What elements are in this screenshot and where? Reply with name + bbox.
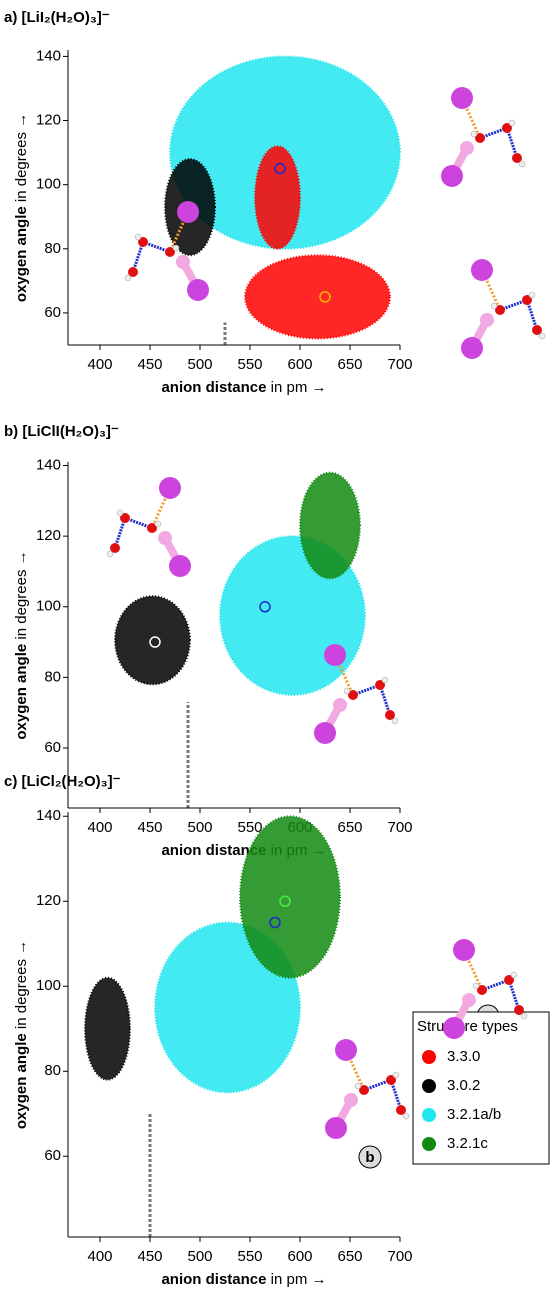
panel-title: b) [LiClI(H₂O)₃]⁻ bbox=[4, 423, 119, 440]
x-tick-label: 450 bbox=[137, 819, 162, 836]
x-tick-label: 500 bbox=[187, 356, 212, 373]
x-axis-label: anion distance in pm → bbox=[161, 379, 326, 396]
y-axis-label: oxygen angle in degrees → bbox=[13, 550, 30, 739]
y-tick-label: 140 bbox=[36, 807, 61, 824]
y-axis-label: oxygen angle in degrees → bbox=[13, 113, 30, 302]
y-tick-label: 60 bbox=[44, 739, 61, 756]
x-tick-label: 550 bbox=[237, 819, 262, 836]
x-tick-label: 500 bbox=[187, 1248, 212, 1265]
x-tick-label: 450 bbox=[137, 1248, 162, 1265]
x-tick-label: 500 bbox=[187, 819, 212, 836]
x-tick-label: 650 bbox=[337, 356, 362, 373]
x-tick-label: 700 bbox=[387, 1248, 412, 1265]
y-axis-label: oxygen angle in degrees → bbox=[13, 940, 30, 1129]
x-tick-label: 650 bbox=[337, 1248, 362, 1265]
y-tick-label: 100 bbox=[36, 598, 61, 615]
y-tick-label: 80 bbox=[44, 1062, 61, 1079]
y-tick-label: 120 bbox=[36, 112, 61, 129]
x-tick-label: 600 bbox=[287, 356, 312, 373]
marker bbox=[279, 895, 291, 907]
y-tick-label: 120 bbox=[36, 527, 61, 544]
x-label-bold: anion distance bbox=[161, 1271, 266, 1288]
marker bbox=[149, 636, 161, 648]
annotation-badge bbox=[358, 1145, 382, 1169]
panel-title: c) [LiCl₂(H₂O)₃]⁻ bbox=[4, 773, 121, 790]
x-tick-label: 650 bbox=[337, 819, 362, 836]
y-label-rest: in degrees → bbox=[13, 940, 30, 1029]
x-tick-label: 550 bbox=[237, 356, 262, 373]
x-label-rest: in pm → bbox=[271, 379, 327, 396]
x-axis-label: anion distance in pm → bbox=[161, 1271, 326, 1288]
x-tick-label: 400 bbox=[87, 356, 112, 373]
x-tick-label: 400 bbox=[87, 819, 112, 836]
x-label-bold: anion distance bbox=[161, 842, 266, 859]
y-label-rest: in degrees → bbox=[13, 113, 30, 202]
annotation: b bbox=[365, 1149, 374, 1166]
legend-label: 3.3.0 bbox=[447, 1048, 480, 1065]
y-tick-label: 80 bbox=[44, 240, 61, 257]
x-tick-label: 400 bbox=[87, 1248, 112, 1265]
x-tick-label: 600 bbox=[287, 1248, 312, 1265]
marker bbox=[259, 601, 271, 613]
y-tick-label: 100 bbox=[36, 176, 61, 193]
marker bbox=[269, 916, 281, 929]
legend-label: 3.2.1c bbox=[447, 1135, 488, 1152]
y-tick-label: 140 bbox=[36, 456, 61, 473]
legend-label: 3.0.2 bbox=[447, 1077, 480, 1094]
point-cloud bbox=[299, 471, 361, 580]
y-label-bold: oxygen angle bbox=[13, 1033, 30, 1129]
legend-swatch bbox=[422, 1137, 436, 1151]
marker bbox=[274, 162, 286, 175]
x-label-rest: in pm → bbox=[271, 1271, 327, 1288]
y-label-bold: oxygen angle bbox=[13, 644, 30, 740]
x-tick-label: 550 bbox=[237, 1248, 262, 1265]
x-label-bold: anion distance bbox=[161, 379, 266, 396]
x-tick-label: 700 bbox=[387, 819, 412, 836]
legend-label: 3.2.1a/b bbox=[447, 1106, 501, 1123]
y-tick-label: 80 bbox=[44, 668, 61, 685]
y-label-bold: oxygen angle bbox=[13, 206, 30, 302]
point-cloud bbox=[239, 815, 341, 979]
legend-swatch bbox=[422, 1079, 436, 1093]
point-cloud bbox=[114, 595, 191, 686]
y-label-rest: in degrees → bbox=[13, 550, 30, 639]
legend-title: Structure types bbox=[417, 1018, 518, 1035]
y-tick-label: 100 bbox=[36, 977, 61, 994]
y-tick-label: 60 bbox=[44, 1147, 61, 1164]
point-cloud bbox=[84, 976, 131, 1081]
marker bbox=[319, 291, 331, 303]
panel-title: a) [LiI₂(H₂O)₃]⁻ bbox=[4, 9, 110, 26]
legend-swatch bbox=[422, 1050, 436, 1064]
x-tick-label: 450 bbox=[137, 356, 162, 373]
legend-swatch bbox=[422, 1108, 436, 1122]
y-tick-label: 60 bbox=[44, 304, 61, 321]
x-tick-label: 700 bbox=[387, 356, 412, 373]
y-tick-label: 120 bbox=[36, 892, 61, 909]
point-cloud bbox=[244, 254, 391, 340]
y-tick-label: 140 bbox=[36, 47, 61, 64]
point-cloud bbox=[254, 145, 301, 250]
